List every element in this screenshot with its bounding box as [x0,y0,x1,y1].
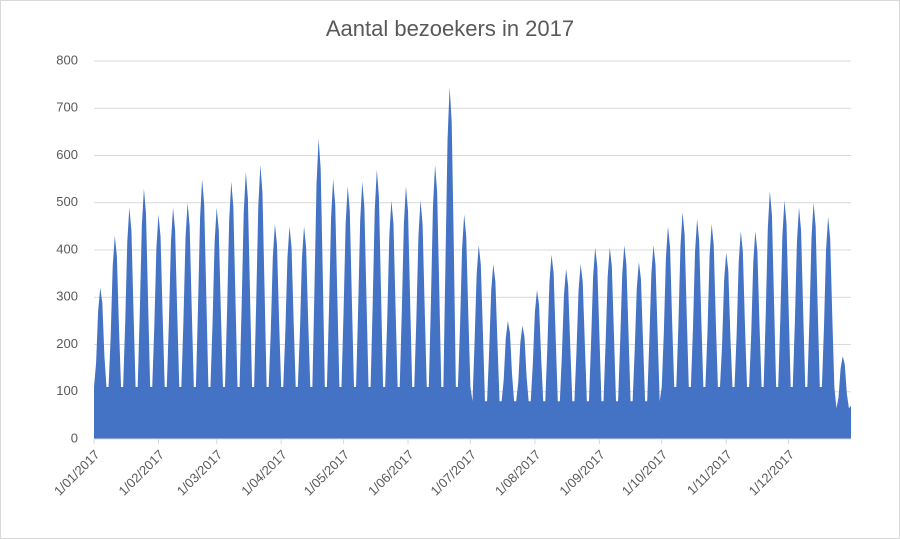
y-tick-label: 100 [56,383,78,398]
y-tick-label: 500 [56,194,78,209]
y-tick-label: 700 [56,100,78,115]
y-tick-label: 0 [71,430,78,445]
area [94,86,851,440]
y-tick-label: 600 [56,147,78,162]
chart-title: Aantal bezoekers in 2017 [326,16,574,41]
y-tick-label: 400 [56,241,78,256]
y-tick-label: 200 [56,336,78,351]
y-tick-label: 800 [56,52,78,67]
y-tick-label: 300 [56,289,78,304]
